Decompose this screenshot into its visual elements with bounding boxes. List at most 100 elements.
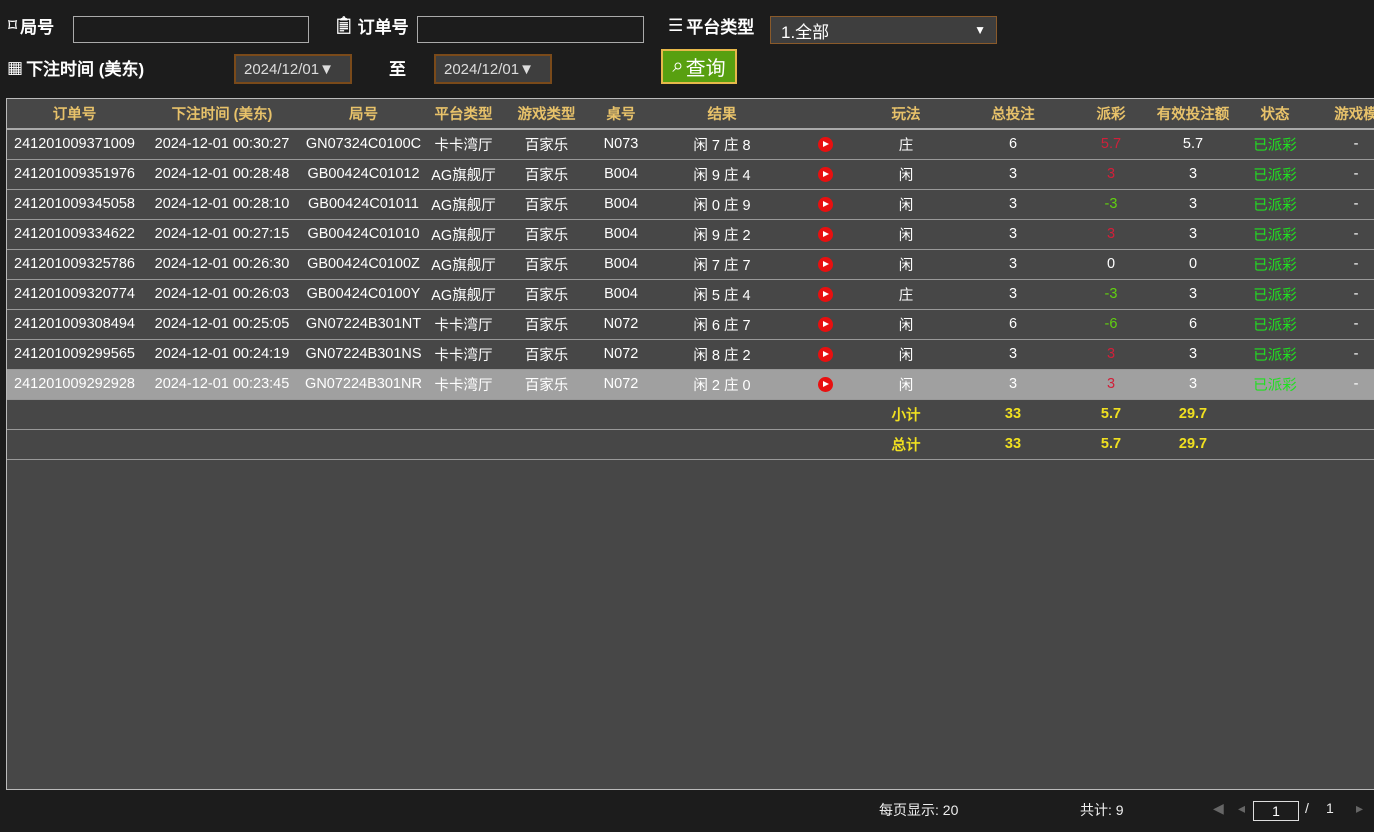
table-row[interactable]: 241201009371009 2024-12-01 00:30:27 GN0732… (7, 129, 1374, 160)
cell: 0 (1151, 249, 1235, 280)
cell: 3 (1151, 189, 1235, 220)
cell: 6 (955, 309, 1071, 340)
cell (425, 399, 502, 430)
cell: 闲 7 庄 7 (651, 249, 793, 280)
cell: GB00424C01010 (302, 219, 425, 250)
cell (1315, 429, 1374, 460)
cell: 3 (1071, 369, 1151, 400)
cell: 已派彩 (1235, 249, 1315, 280)
play-icon[interactable] (817, 196, 833, 212)
cell: 0 (1071, 249, 1151, 280)
next-page-icon[interactable]: ▸ (1356, 800, 1364, 816)
play-icon[interactable] (817, 346, 833, 362)
round-input[interactable] (73, 16, 309, 43)
cell: 闲 (857, 369, 955, 400)
cell: 29.7 (1151, 429, 1235, 460)
table-row[interactable]: 241201009325786 2024-12-01 00:26:30 GB0042… (7, 249, 1374, 280)
table-row[interactable]: 241201009292928 2024-12-01 00:23:45 GN0722… (7, 369, 1374, 400)
cell: 百家乐 (502, 339, 591, 370)
play-icon[interactable] (817, 226, 833, 242)
table-row[interactable]: 241201009351976 2024-12-01 00:28:48 GB0042… (7, 159, 1374, 190)
cell: B004 (591, 279, 651, 310)
cell: 3 (955, 279, 1071, 310)
page-input[interactable]: 1 (1253, 801, 1299, 821)
table-row[interactable]: 241201009320774 2024-12-01 00:26:03 GB0042… (7, 279, 1374, 310)
column-header: 游戏模 (1315, 99, 1374, 130)
calendar-icon: ▦ (7, 57, 24, 77)
cell: 已派彩 (1235, 309, 1315, 340)
cell: 已派彩 (1235, 339, 1315, 370)
first-page-icon[interactable]: ◀ (1213, 800, 1224, 816)
cell: 已派彩 (1235, 159, 1315, 190)
cell: AG旗舰厅 (425, 249, 502, 280)
cell: AG旗舰厅 (425, 219, 502, 250)
prev-page-icon[interactable]: ◂ (1238, 800, 1246, 816)
play-icon[interactable] (817, 376, 833, 392)
clipboard-icon: 📋︎ (333, 15, 355, 35)
cell: 3 (955, 189, 1071, 220)
date-from-picker[interactable]: 2024/12/01 ▼ (234, 54, 352, 84)
cell: 小计 (857, 399, 955, 430)
cell: 3 (1151, 369, 1235, 400)
bet-records-table: 订单号 下注时间 (美东) 局号 平台类型 游戏类型 桌号 结果 玩法 总投注 派彩 有效投注额 状态… (6, 98, 1374, 790)
cell: 百家乐 (502, 369, 591, 400)
play-icon[interactable] (817, 166, 833, 182)
play-icon[interactable] (817, 286, 833, 302)
cell: 3 (1151, 159, 1235, 190)
replay-cell (793, 309, 857, 340)
cell: 卡卡湾厅 (425, 309, 502, 340)
replay-cell (793, 369, 857, 400)
cell: GN07224B301NT (302, 309, 425, 340)
cell: 3 (955, 249, 1071, 280)
platform-select[interactable]: 1.全部 ▼ (770, 16, 997, 44)
cell (591, 399, 651, 430)
cell: 闲 6 庄 7 (651, 309, 793, 340)
cell: - (1315, 129, 1374, 160)
table-row[interactable]: 241201009299565 2024-12-01 00:24:19 GN0722… (7, 339, 1374, 370)
cell: B004 (591, 159, 651, 190)
column-header: 游戏类型 (502, 99, 591, 130)
replay-cell (793, 219, 857, 250)
replay-cell (793, 189, 857, 220)
table-row[interactable]: 241201009308494 2024-12-01 00:25:05 GN0722… (7, 309, 1374, 340)
cell: 241201009334622 (7, 219, 142, 250)
column-header: 状态 (1235, 99, 1315, 130)
cell: 3 (1151, 279, 1235, 310)
cell: -3 (1071, 189, 1151, 220)
cell: 241201009308494 (7, 309, 142, 340)
date-to-picker[interactable]: 2024/12/01 ▼ (434, 54, 552, 84)
cell: 已派彩 (1235, 279, 1315, 310)
cell: 3 (955, 159, 1071, 190)
cell: N072 (591, 309, 651, 340)
cell: 已派彩 (1235, 129, 1315, 160)
cell: - (1315, 219, 1374, 250)
play-icon[interactable] (817, 136, 833, 152)
cell (302, 399, 425, 430)
cell: 29.7 (1151, 399, 1235, 430)
cell (502, 429, 591, 460)
cell (302, 429, 425, 460)
cell: 5.7 (1071, 129, 1151, 160)
cell: 闲 8 庄 2 (651, 339, 793, 370)
cell: GB00424C0100Y (302, 279, 425, 310)
cell: 5.7 (1151, 129, 1235, 160)
play-icon[interactable] (817, 256, 833, 272)
cell: -6 (1071, 309, 1151, 340)
cell: 闲 (857, 249, 955, 280)
table-row[interactable]: 241201009345058 2024-12-01 00:28:10 GB0042… (7, 189, 1374, 220)
cell: - (1315, 279, 1374, 310)
play-icon[interactable] (817, 316, 833, 332)
cell: 2024-12-01 00:23:45 (142, 369, 302, 400)
column-header: 玩法 (857, 99, 955, 130)
search-button[interactable]: ⌕ 查询 (661, 49, 737, 84)
cell: 闲 (857, 189, 955, 220)
cell: 3 (955, 369, 1071, 400)
cell: GB00424C0100Z (302, 249, 425, 280)
cell (651, 429, 793, 460)
cell: B004 (591, 249, 651, 280)
table-row[interactable]: 241201009334622 2024-12-01 00:27:15 GB0042… (7, 219, 1374, 250)
cell: AG旗舰厅 (425, 159, 502, 190)
cell: 百家乐 (502, 129, 591, 160)
order-input[interactable] (417, 16, 644, 43)
cell: N072 (591, 339, 651, 370)
